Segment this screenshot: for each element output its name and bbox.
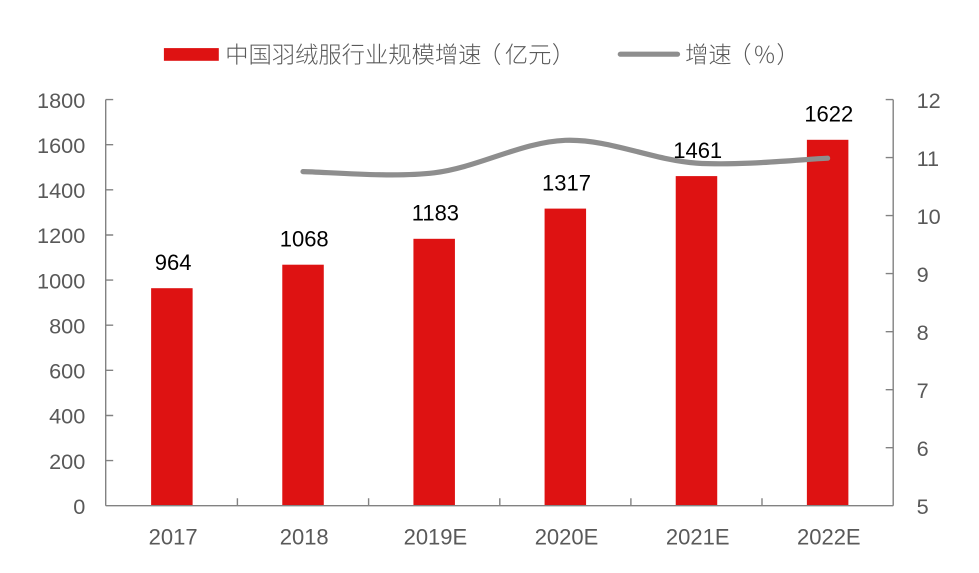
svg-text:2021E: 2021E [666,525,730,550]
svg-text:1183: 1183 [412,201,459,226]
svg-text:1317: 1317 [542,171,591,196]
svg-text:12: 12 [917,88,941,113]
svg-text:1800: 1800 [37,88,85,113]
svg-text:600: 600 [49,359,85,384]
svg-text:11: 11 [917,146,940,171]
svg-text:1461: 1461 [673,138,722,163]
svg-text:964: 964 [155,250,192,275]
svg-text:2020E: 2020E [535,525,599,550]
svg-text:1622: 1622 [804,102,853,127]
svg-text:2018: 2018 [280,525,329,550]
svg-text:7: 7 [917,378,929,403]
svg-text:400: 400 [49,404,85,429]
svg-text:1600: 1600 [37,133,85,158]
svg-text:0: 0 [73,494,85,519]
svg-text:200: 200 [49,449,85,474]
svg-text:1400: 1400 [37,178,85,203]
svg-text:1000: 1000 [37,268,85,293]
svg-text:800: 800 [49,313,85,338]
svg-text:9: 9 [917,262,929,287]
svg-text:2017: 2017 [149,525,198,550]
svg-text:2022E: 2022E [797,525,861,550]
svg-text:6: 6 [917,436,929,461]
svg-text:1068: 1068 [280,227,329,252]
svg-text:8: 8 [917,320,929,345]
svg-text:5: 5 [917,494,929,519]
svg-text:10: 10 [917,204,941,229]
svg-text:1200: 1200 [37,223,85,248]
svg-text:2019E: 2019E [404,525,468,550]
